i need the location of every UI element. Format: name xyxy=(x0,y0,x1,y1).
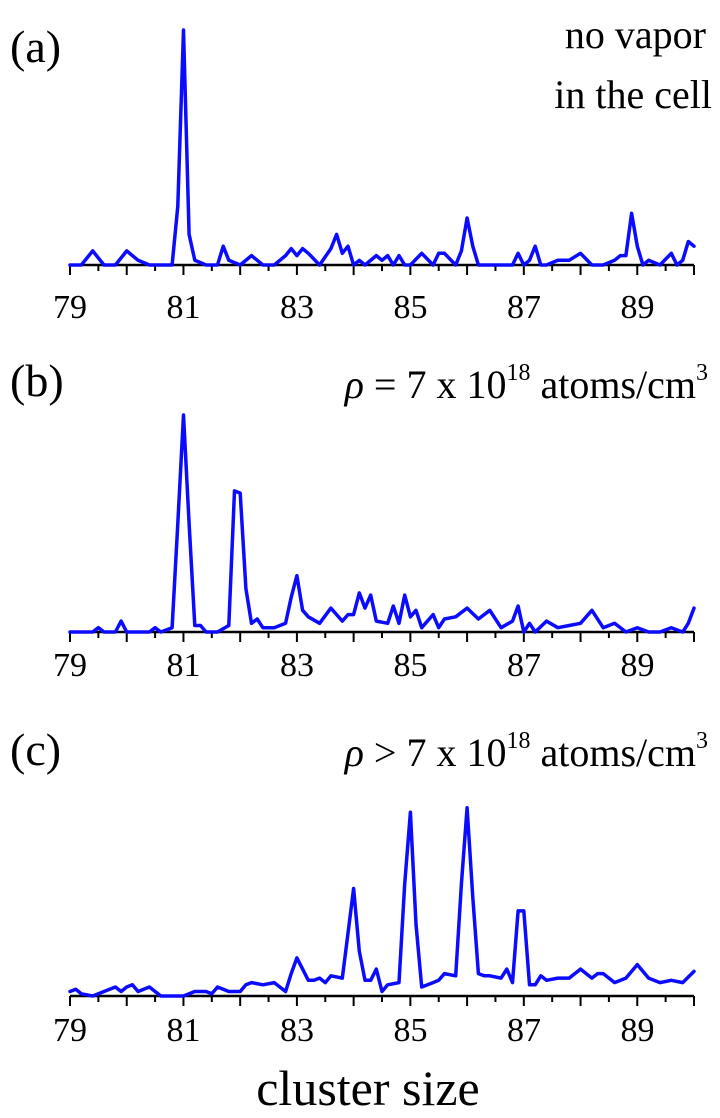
panel-a-tick-label: 83 xyxy=(280,289,314,326)
panel-b-label: (b) xyxy=(10,355,64,406)
panel-c-label: (c) xyxy=(10,724,61,775)
panel-c-series-line xyxy=(68,806,696,998)
panel-a-annotation-line2: in the cell xyxy=(554,72,712,117)
panel-b-tick-labels: 79 81 83 85 87 89 xyxy=(53,647,655,684)
panel-c-tick-label: 85 xyxy=(394,1012,428,1049)
panel-a-tick-label: 87 xyxy=(507,289,541,326)
panel-b-ticks xyxy=(69,632,695,642)
panel-b-tick-label: 81 xyxy=(167,647,201,684)
panel-a-label: (a) xyxy=(10,21,61,72)
panel-c-tick-label: 89 xyxy=(621,1012,655,1049)
panel-a-series-line xyxy=(68,28,696,267)
panel-c: (c) ρ > 7 x 1018 atoms/cm3 79 81 83 85 8… xyxy=(10,724,708,1049)
panel-b-annotation: ρ = 7 x 1018 atoms/cm3 xyxy=(343,360,708,407)
panel-a-tick-label: 81 xyxy=(167,289,201,326)
panel-c-tick-label: 83 xyxy=(280,1012,314,1049)
panel-a-tick-label: 89 xyxy=(621,289,655,326)
panel-a-tick-label: 79 xyxy=(53,289,87,326)
panel-c-ticks xyxy=(69,996,695,1006)
panel-b-tick-label: 85 xyxy=(394,647,428,684)
panel-b-tick-label: 83 xyxy=(280,647,314,684)
panel-b-tick-label: 89 xyxy=(621,647,655,684)
panel-b-tick-label: 79 xyxy=(53,647,87,684)
panel-b-tick-label: 87 xyxy=(507,647,541,684)
panel-b-series-line xyxy=(68,413,696,634)
panel-a-tick-label: 85 xyxy=(394,289,428,326)
panel-b: (b) ρ = 7 x 1018 atoms/cm3 79 81 83 85 8… xyxy=(10,355,708,684)
x-axis-title: cluster size xyxy=(256,1060,480,1116)
panel-a: (a) no vapor in the cell 79 81 83 85 87 … xyxy=(10,12,712,326)
panel-c-annotation: ρ > 7 x 1018 atoms/cm3 xyxy=(343,728,708,775)
panel-a-annotation-line1: no vapor xyxy=(565,12,706,57)
panel-c-tick-label: 79 xyxy=(53,1012,87,1049)
panel-c-tick-label: 81 xyxy=(167,1012,201,1049)
panel-c-tick-labels: 79 81 83 85 87 89 xyxy=(53,1012,655,1049)
panel-a-tick-labels: 79 81 83 85 87 89 xyxy=(53,289,655,326)
panel-c-tick-label: 87 xyxy=(507,1012,541,1049)
